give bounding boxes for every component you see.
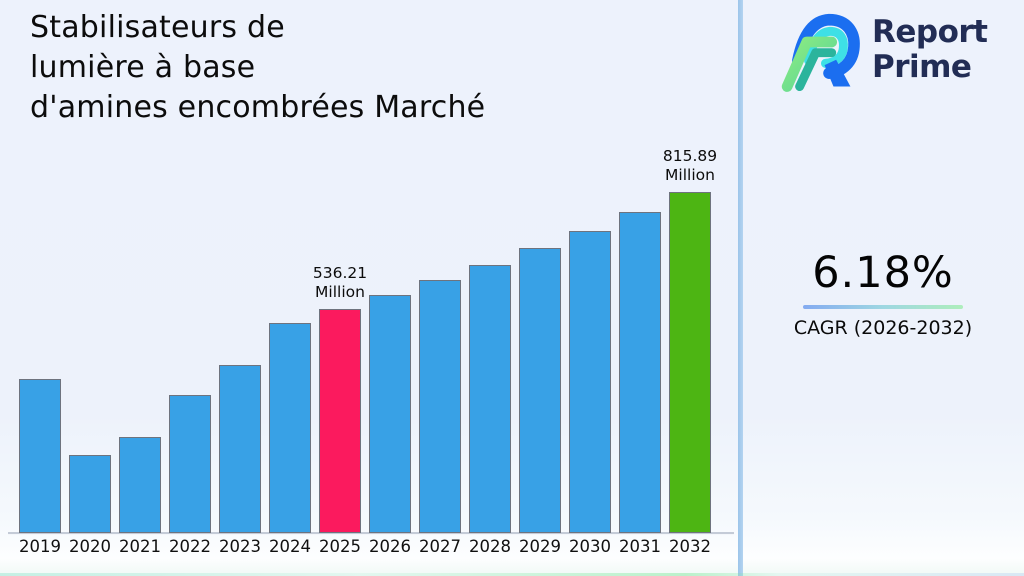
report-prime-logo-text: Report Prime: [872, 15, 988, 85]
bar-2019: [19, 379, 61, 533]
market-title-line-3: d'amines encombrées Marché: [30, 90, 486, 125]
bottom-accent-line: [0, 573, 1024, 576]
cagr-block: 6.18% CAGR (2026-2032): [783, 248, 983, 339]
x-tick-label-2024: 2024: [269, 537, 311, 556]
cagr-label: CAGR (2026-2032): [793, 317, 973, 339]
bar-value-label-2032: 815.89 Million: [662, 147, 718, 184]
bar-2022: [169, 395, 211, 533]
bar-2021: [119, 437, 161, 533]
bar-2025: [319, 309, 361, 533]
x-tick-label-2032: 2032: [669, 537, 711, 556]
bar-2029: [519, 248, 561, 533]
bar-chart: 2019 2020 2021 2022 2023 2024 2025 536.21 Millio…: [8, 147, 734, 556]
market-title-line-2: lumière à base: [30, 50, 256, 85]
x-tick-label-2031: 2031: [619, 537, 661, 556]
x-tick-label-2023: 2023: [219, 537, 261, 556]
bar-2026: [369, 295, 411, 533]
cagr-value: 6.18%: [812, 248, 954, 298]
x-tick-label-2029: 2029: [519, 537, 561, 556]
market-title-line-1: Stabilisateurs de: [30, 10, 285, 45]
bar-2020: [69, 455, 111, 533]
bar-2024: [269, 323, 311, 533]
x-axis-line: [8, 532, 734, 535]
bar-2023: [219, 365, 261, 533]
x-tick-label-2027: 2027: [419, 537, 461, 556]
x-tick-label-2028: 2028: [469, 537, 511, 556]
x-tick-label-2026: 2026: [369, 537, 411, 556]
bar-2028: [469, 265, 511, 533]
x-tick-label-2030: 2030: [569, 537, 611, 556]
report-prime-logo-icon: [781, 13, 860, 92]
x-tick-label-2022: 2022: [169, 537, 211, 556]
logo-text-line-2: Prime: [872, 49, 972, 85]
bar-value-label-2025: 536.21 Million: [312, 264, 368, 301]
market-title: Stabilisateurs de lumière à base d'amine…: [30, 8, 630, 128]
bar-2030: [569, 231, 611, 533]
x-tick-label-2020: 2020: [69, 537, 111, 556]
logo-text-line-1: Report: [872, 14, 988, 50]
x-tick-label-2025: 2025: [319, 537, 361, 556]
cagr-underline: [803, 305, 963, 309]
bar-2027: [419, 280, 461, 533]
x-tick-label-2021: 2021: [119, 537, 161, 556]
bar-2032: [669, 192, 711, 533]
bar-2031: [619, 212, 661, 533]
panel-divider: [738, 0, 743, 576]
x-tick-label-2019: 2019: [19, 537, 61, 556]
report-prime-logo: Report Prime: [780, 8, 988, 92]
